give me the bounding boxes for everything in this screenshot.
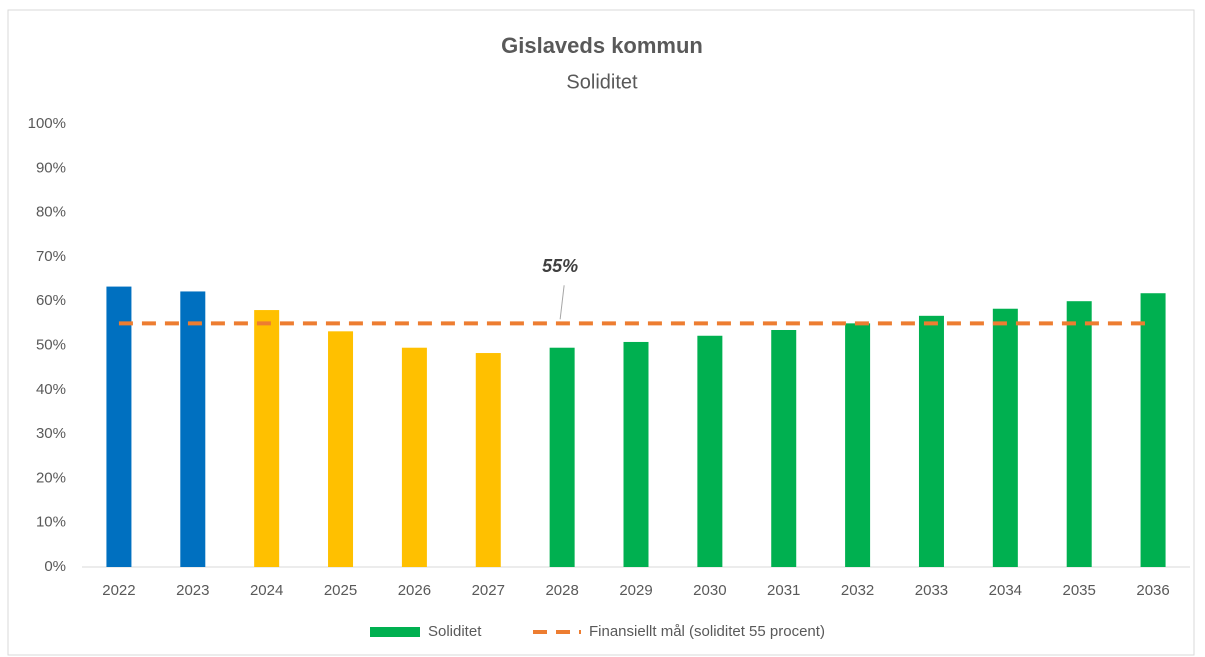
y-tick-label: 80% [36,204,66,221]
y-tick-label: 10% [36,514,66,531]
x-tick-label: 2030 [693,582,726,599]
bar [401,347,427,567]
x-tick-label: 2028 [545,582,578,599]
legend-label: Soliditet [428,623,482,640]
bar [992,308,1018,567]
chart-title: Gislaveds kommun [501,33,703,58]
x-tick-label: 2024 [250,582,283,599]
y-tick-label: 100% [28,115,66,132]
bar [845,323,871,567]
x-tick-label: 2032 [841,582,874,599]
bar [771,329,797,567]
x-tick-label: 2034 [989,582,1022,599]
bar [180,291,206,567]
x-tick-label: 2026 [398,582,431,599]
x-tick-label: 2029 [619,582,652,599]
bar [1066,301,1092,567]
legend-swatch [370,627,420,637]
y-tick-label: 40% [36,381,66,398]
x-tick-label: 2033 [915,582,948,599]
bar [254,310,280,567]
chart-subtitle: Soliditet [566,71,638,93]
x-tick-label: 2031 [767,582,800,599]
label-leader [559,285,565,320]
bar [549,347,575,567]
data-label: 55% [542,256,578,276]
y-tick-label: 0% [44,558,66,575]
x-tick-label: 2022 [102,582,135,599]
x-tick-label: 2027 [472,582,505,599]
y-tick-label: 30% [36,425,66,442]
bar [697,335,723,567]
x-tick-label: 2035 [1063,582,1096,599]
bar [918,315,944,567]
y-tick-label: 60% [36,292,66,309]
bar [106,286,132,567]
bar [328,331,354,567]
x-tick-label: 2036 [1136,582,1169,599]
y-tick-label: 90% [36,159,66,176]
legend-label: Finansiellt mål (soliditet 55 procent) [589,623,825,640]
bar [623,341,649,567]
bar [475,353,501,567]
y-tick-label: 70% [36,248,66,265]
bar [1140,293,1166,567]
y-tick-label: 20% [36,469,66,486]
x-tick-label: 2025 [324,582,357,599]
y-tick-label: 50% [36,336,66,353]
x-tick-label: 2023 [176,582,209,599]
